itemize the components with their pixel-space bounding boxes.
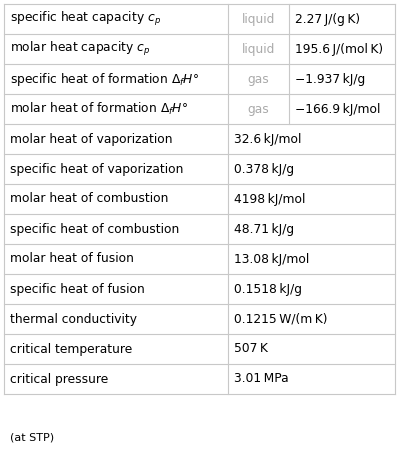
Text: specific heat of fusion: specific heat of fusion [10, 283, 145, 295]
Text: 507 K: 507 K [234, 342, 267, 356]
Text: specific heat of combustion: specific heat of combustion [10, 222, 179, 236]
Text: 0.378 kJ/g: 0.378 kJ/g [234, 163, 294, 175]
Text: 4198 kJ/mol: 4198 kJ/mol [234, 193, 305, 206]
Text: 2.27 J/(g K): 2.27 J/(g K) [295, 13, 361, 25]
Text: specific heat capacity $c_p$: specific heat capacity $c_p$ [10, 10, 161, 28]
Text: −166.9 kJ/mol: −166.9 kJ/mol [295, 102, 381, 116]
Text: liquid: liquid [242, 13, 275, 25]
Text: 48.71 kJ/g: 48.71 kJ/g [234, 222, 294, 236]
Text: molar heat of fusion: molar heat of fusion [10, 252, 134, 265]
Text: gas: gas [248, 72, 269, 86]
Text: 13.08 kJ/mol: 13.08 kJ/mol [234, 252, 309, 265]
Text: molar heat of formation $\Delta_f H°$: molar heat of formation $\Delta_f H°$ [10, 101, 188, 117]
Text: molar heat of combustion: molar heat of combustion [10, 193, 168, 206]
Text: 0.1518 kJ/g: 0.1518 kJ/g [234, 283, 302, 295]
Text: specific heat of vaporization: specific heat of vaporization [10, 163, 184, 175]
Text: specific heat of formation $\Delta_f H°$: specific heat of formation $\Delta_f H°$ [10, 71, 199, 87]
Text: molar heat capacity $c_p$: molar heat capacity $c_p$ [10, 40, 150, 58]
Text: molar heat of vaporization: molar heat of vaporization [10, 132, 172, 145]
Text: (at STP): (at STP) [10, 432, 54, 442]
Text: 0.1215 W/(m K): 0.1215 W/(m K) [234, 313, 327, 326]
Text: 195.6 J/(mol K): 195.6 J/(mol K) [295, 43, 383, 56]
Text: liquid: liquid [242, 43, 275, 56]
Text: critical pressure: critical pressure [10, 372, 108, 386]
Text: gas: gas [248, 102, 269, 116]
Text: 3.01 MPa: 3.01 MPa [234, 372, 288, 386]
Text: 32.6 kJ/mol: 32.6 kJ/mol [234, 132, 301, 145]
Text: critical temperature: critical temperature [10, 342, 132, 356]
Text: −1.937 kJ/g: −1.937 kJ/g [295, 72, 365, 86]
Text: thermal conductivity: thermal conductivity [10, 313, 137, 326]
